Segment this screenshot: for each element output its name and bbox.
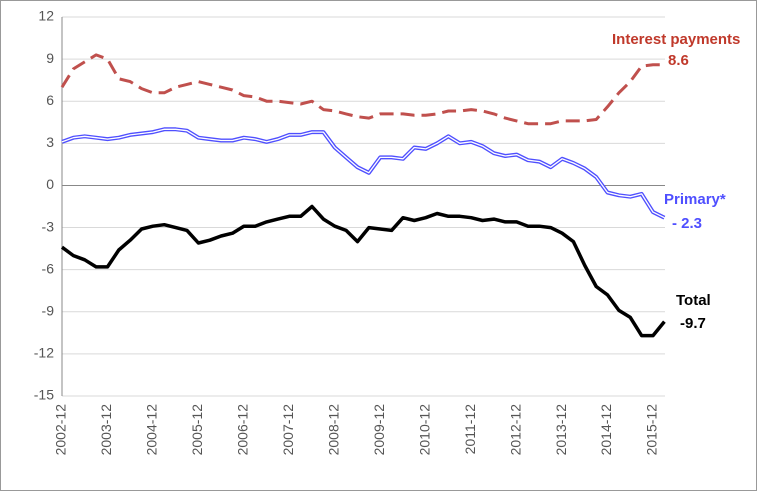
y-tick-label: 12 bbox=[38, 8, 54, 24]
y-tick-label: 3 bbox=[46, 134, 54, 150]
y-tick-label: 6 bbox=[46, 92, 54, 108]
y-tick-label: -12 bbox=[34, 345, 54, 361]
x-tick-label: 2011-12 bbox=[462, 404, 478, 455]
series-line bbox=[60, 204, 666, 338]
x-tick-label: 2010-12 bbox=[416, 404, 432, 456]
y-tick-label: 0 bbox=[46, 176, 54, 192]
x-tick-label: 2006-12 bbox=[235, 404, 251, 456]
x-tick-label: 2007-12 bbox=[280, 404, 296, 456]
y-tick-label: -3 bbox=[42, 218, 55, 234]
y-tick-label: -9 bbox=[42, 302, 55, 318]
x-tick-label: 2004-12 bbox=[144, 404, 160, 456]
x-tick-label: 2008-12 bbox=[325, 404, 341, 456]
series-line-inner bbox=[61, 128, 665, 219]
x-tick-label: 2012-12 bbox=[507, 404, 523, 456]
x-tick-label: 2013-12 bbox=[553, 404, 569, 456]
x-tick-label: 2005-12 bbox=[189, 404, 205, 456]
annotation: Total bbox=[676, 292, 711, 309]
x-tick-label: 2003-12 bbox=[98, 404, 114, 456]
x-tick-label: 2014-12 bbox=[598, 404, 614, 456]
x-tick-label: 2015-12 bbox=[644, 404, 660, 456]
y-tick-label: -15 bbox=[34, 387, 54, 403]
annotation: - 2.3 bbox=[672, 215, 702, 232]
annotation: -9.7 bbox=[680, 315, 706, 332]
y-tick-label: 9 bbox=[46, 50, 54, 66]
x-tick-label: 2009-12 bbox=[371, 404, 387, 456]
annotation: Primary* bbox=[664, 191, 726, 208]
annotation: Interest payments bbox=[612, 31, 740, 48]
y-tick-label: -6 bbox=[42, 260, 55, 276]
annotation: 8.6 bbox=[668, 52, 689, 69]
series-line bbox=[60, 53, 665, 126]
x-tick-label: 2002-12 bbox=[53, 404, 69, 456]
